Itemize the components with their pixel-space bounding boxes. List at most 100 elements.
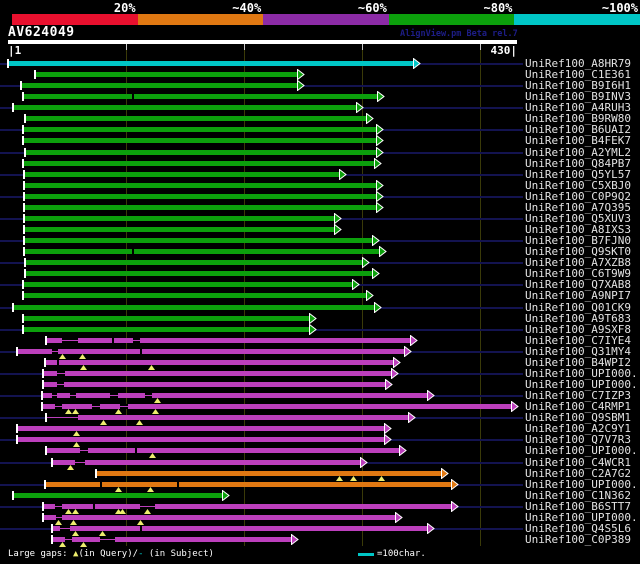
arrow-end-icon — [376, 201, 384, 213]
query-gap-icon — [147, 486, 154, 492]
subject-label[interactable]: UniRef100_Q31MY4 — [525, 344, 631, 358]
subject-label[interactable]: UniRef100_UPI000.. — [525, 477, 640, 491]
start-tick — [22, 280, 24, 290]
start-tick — [42, 501, 44, 511]
start-tick — [45, 413, 47, 423]
subject-label[interactable]: UniRef100_C4WCR1 — [525, 455, 631, 469]
subject-label[interactable]: UniRef100_C1N362 — [525, 488, 631, 502]
alignment-bar — [24, 282, 352, 288]
subject-gap-line — [145, 395, 152, 397]
start-tick — [23, 180, 25, 190]
alignment-bar — [24, 94, 377, 100]
subject-label[interactable]: UniRef100_B4FEK7 — [525, 134, 631, 148]
alignment-row: UniRef100_Q5YL57 — [0, 167, 640, 181]
start-tick — [51, 457, 53, 467]
subject-label[interactable]: UniRef100_A8HR79 — [525, 57, 631, 70]
subject-label[interactable]: UniRef100_C6T9W9 — [525, 267, 631, 281]
subject-label[interactable]: UniRef100_Q9SBM1 — [525, 411, 631, 425]
subject-label[interactable]: UniRef100_C0P389 — [525, 533, 631, 546]
arrow-end-icon — [352, 279, 360, 291]
subject-label[interactable]: UniRef100_A7Q395 — [525, 200, 631, 214]
subject-gap-line — [57, 384, 64, 386]
start-tick — [23, 213, 25, 223]
subject-label[interactable]: UniRef100_UPI000.. — [525, 510, 640, 524]
subject-label[interactable]: UniRef100_A2C9Y1 — [525, 422, 631, 436]
arrow-end-icon — [511, 401, 519, 413]
subject-label[interactable]: UniRef100_A9SXF8 — [525, 322, 631, 336]
subject-label[interactable]: UniRef100_Q4S5L6 — [525, 521, 631, 535]
alignment-row: UniRef100_B9INV3 — [0, 90, 640, 104]
alignment-row: UniRef100_C2A7G2 — [0, 466, 640, 481]
subject-label[interactable]: UniRef100_C0P9Q2 — [525, 189, 631, 203]
subject-label[interactable]: UniRef100_Q9SKT0 — [525, 245, 631, 259]
subject-label[interactable]: UniRef100_B6STT7 — [525, 499, 631, 513]
alignment-bar — [14, 304, 374, 310]
arrow-end-icon — [291, 534, 299, 545]
alignment-row: UniRef100_A2C9Y1 — [0, 422, 640, 437]
arrow-end-icon — [297, 69, 305, 81]
subject-label[interactable]: UniRef100_C1E361 — [525, 68, 631, 82]
subject-label[interactable]: UniRef100_C7IYE4 — [525, 333, 631, 347]
subject-gap-line — [47, 417, 78, 419]
query-gap-symbol-icon: ▲ — [73, 549, 79, 559]
alignment-bar — [47, 415, 408, 421]
subject-gap-thin-segment — [92, 404, 100, 410]
start-tick — [22, 313, 24, 323]
arrow-end-icon — [451, 478, 459, 490]
subject-label[interactable]: UniRef100_B9I6H1 — [525, 79, 631, 93]
alignment-row: UniRef100_Q84PB7 — [0, 156, 640, 170]
query-gap-icon — [152, 409, 159, 415]
subject-label[interactable]: UniRef100_A2YML2 — [525, 145, 631, 159]
query-id-label: AV624049 — [8, 25, 75, 40]
subject-label[interactable]: UniRef100_B7FJN0 — [525, 234, 631, 248]
subject-label[interactable]: UniRef100_A7XZB8 — [525, 256, 631, 270]
arrow-end-icon — [391, 367, 399, 379]
ruler-start-label: |1 — [8, 44, 22, 57]
query-gap-icon — [73, 431, 80, 437]
alignment-bar — [44, 514, 395, 520]
alignment-bar — [44, 503, 451, 509]
subject-label[interactable]: UniRef100_UPI000.. — [525, 378, 640, 392]
alignment-row: UniRef100_A9T683 — [0, 311, 640, 325]
subject-gap-thin-segment — [110, 393, 118, 399]
subject-label[interactable]: UniRef100_C5XBJ0 — [525, 178, 631, 192]
query-gap-icon — [59, 542, 66, 547]
alignment-bar — [14, 105, 356, 111]
alignment-bar — [53, 459, 360, 465]
query-gap-icon — [79, 353, 86, 359]
alignment-row: UniRef100_Q01CK9 — [0, 300, 640, 314]
subject-label[interactable]: UniRef100_Q84PB7 — [525, 156, 631, 170]
arrow-end-icon — [427, 522, 435, 534]
subject-label[interactable]: UniRef100_A8IXS3 — [525, 223, 631, 237]
start-tick — [20, 81, 22, 91]
subject-label[interactable]: UniRef100_UPI000.. — [525, 366, 640, 380]
subject-label[interactable]: UniRef100_C4RMP1 — [525, 400, 631, 414]
arrow-end-icon — [376, 135, 384, 147]
alignment-row: UniRef100_C7IYE4 — [0, 333, 640, 347]
subject-label[interactable]: UniRef100_B9INV3 — [525, 90, 631, 104]
query-gap-icon — [137, 519, 144, 525]
subject-label[interactable]: UniRef100_Q01CK9 — [525, 300, 631, 314]
subject-label[interactable]: UniRef100_UPI000.. — [525, 444, 640, 458]
subject-label[interactable]: UniRef100_B9RW80 — [525, 112, 631, 126]
arrow-end-icon — [385, 379, 393, 391]
subject-gap-thin-segment — [133, 337, 140, 343]
subject-label[interactable]: UniRef100_Q7V7R3 — [525, 433, 631, 447]
subject-label[interactable]: UniRef100_A9NPI7 — [525, 289, 631, 303]
subject-label[interactable]: UniRef100_C7IZP3 — [525, 389, 631, 403]
subject-label[interactable]: UniRef100_Q7XAB8 — [525, 278, 631, 292]
arrow-end-icon — [366, 290, 374, 302]
subject-label[interactable]: UniRef100_Q5YL57 — [525, 167, 631, 181]
subject-label[interactable]: UniRef100_A4RUH3 — [525, 101, 631, 115]
alignment-bar — [24, 315, 309, 321]
alignment-bar — [25, 249, 379, 255]
arrow-end-icon — [404, 345, 412, 357]
subject-label[interactable]: UniRef100_A9T683 — [525, 311, 631, 325]
alignment-row: UniRef100_Q7V7R3 — [0, 433, 640, 448]
subject-label[interactable]: UniRef100_B4WPI2 — [525, 355, 631, 369]
subject-label[interactable]: UniRef100_B6UAI2 — [525, 123, 631, 137]
subject-gap-line — [70, 395, 76, 397]
subject-label[interactable]: UniRef100_C2A7G2 — [525, 466, 631, 480]
subject-label[interactable]: UniRef100_Q5XUV3 — [525, 211, 631, 225]
